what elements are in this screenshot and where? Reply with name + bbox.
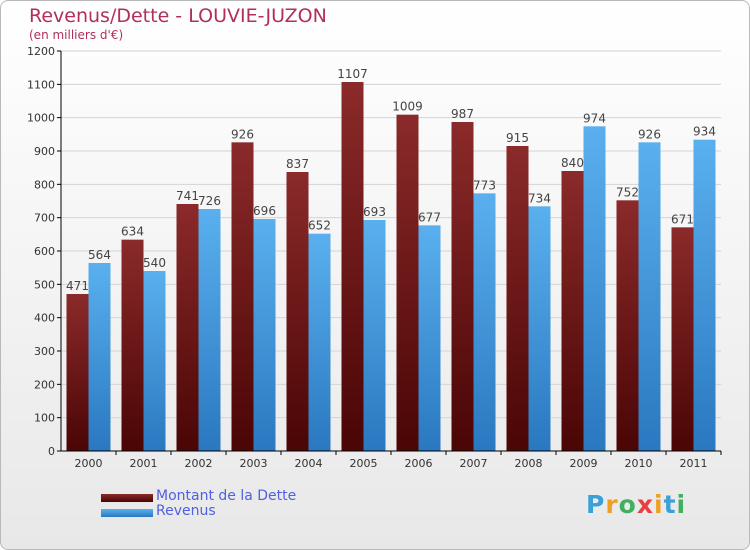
x-tick-label: 2005 <box>350 457 378 470</box>
bar-revenus <box>528 206 551 451</box>
data-label: 471 <box>66 279 89 293</box>
bar-dette <box>451 122 474 451</box>
logo-letter: t <box>663 490 677 519</box>
data-label: 926 <box>638 127 661 141</box>
logo-letter: P <box>586 490 606 519</box>
y-tick-label: 200 <box>34 378 55 391</box>
x-tick-label: 2009 <box>570 457 598 470</box>
legend-label-dette: Montant de la Dette <box>156 488 297 504</box>
logo-letter: x <box>636 490 654 519</box>
data-label: 752 <box>616 185 639 199</box>
bar-revenus <box>473 193 496 452</box>
x-tick-label: 2011 <box>680 457 708 470</box>
bar-revenus <box>418 225 441 451</box>
y-tick-label: 400 <box>34 312 55 325</box>
bar-revenus <box>583 126 606 451</box>
y-tick-label: 1100 <box>27 78 55 91</box>
bar-revenus <box>253 219 276 451</box>
x-tick-label: 2003 <box>240 457 268 470</box>
bar-dette <box>396 114 419 452</box>
legend-label-revenus: Revenus <box>156 503 216 519</box>
proxiti-logo: Proxiti <box>586 490 686 519</box>
data-label: 837 <box>286 157 309 171</box>
logo-letter: i <box>676 490 687 519</box>
data-label: 634 <box>121 225 144 239</box>
y-tick-label: 500 <box>34 278 55 291</box>
x-tick-label: 2006 <box>405 457 433 470</box>
bar-revenus <box>308 233 331 451</box>
bar-dette <box>561 171 584 451</box>
data-label: 652 <box>308 219 331 233</box>
bar-dette <box>121 239 144 451</box>
bar-dette <box>616 200 639 451</box>
data-label: 564 <box>88 248 111 262</box>
y-tick-label: 600 <box>34 245 55 258</box>
bar-revenus <box>693 139 716 451</box>
y-tick-label: 300 <box>34 345 55 358</box>
bar-dette <box>341 82 364 451</box>
data-label: 773 <box>473 178 496 192</box>
x-tick-label: 2000 <box>75 457 103 470</box>
x-tick-label: 2001 <box>130 457 158 470</box>
data-label: 671 <box>671 212 694 226</box>
data-label: 741 <box>176 189 199 203</box>
data-label: 734 <box>528 191 551 205</box>
x-tick-label: 2008 <box>515 457 543 470</box>
bar-dette <box>671 227 694 451</box>
chart-subtitle: (en milliers d'€) <box>29 28 124 42</box>
logo-letter: i <box>654 490 664 519</box>
bar-revenus <box>88 263 111 451</box>
y-tick-label: 700 <box>34 212 55 225</box>
bar-dette <box>66 294 89 451</box>
y-tick-label: 900 <box>34 145 55 158</box>
x-tick-label: 2010 <box>625 457 653 470</box>
data-label: 974 <box>583 111 606 125</box>
bar-revenus <box>143 271 166 451</box>
y-tick-label: 800 <box>34 178 55 191</box>
chart-title: Revenus/Dette - LOUVIE-JUZON <box>29 5 327 27</box>
legend-swatch-revenus <box>101 509 153 517</box>
data-label: 840 <box>561 156 584 170</box>
data-label: 1107 <box>337 67 368 81</box>
data-label: 915 <box>506 131 529 145</box>
bar-dette <box>506 146 529 451</box>
bar-revenus <box>363 220 386 451</box>
data-label: 693 <box>363 205 386 219</box>
legend-swatch-dette <box>101 494 153 502</box>
data-label: 540 <box>143 256 166 270</box>
y-tick-label: 100 <box>34 412 55 425</box>
data-label: 1009 <box>392 100 423 114</box>
y-tick-label: 0 <box>48 445 55 458</box>
data-label: 677 <box>418 210 441 224</box>
bar-dette <box>231 142 254 452</box>
axis-layer: 0 100 200 300 400 500 600 700 800 900 1000 1100 1200… <box>27 45 722 470</box>
data-label: 926 <box>231 127 254 141</box>
data-label: 726 <box>198 194 221 208</box>
bar-revenus <box>198 209 221 451</box>
data-label: 934 <box>693 125 716 139</box>
logo-letter: o <box>618 490 637 519</box>
bar-revenus <box>638 142 661 452</box>
data-label: 987 <box>451 107 474 121</box>
bar-dette <box>286 172 309 451</box>
bar-layer: 471 564 634 540 741 726 926 696 837 652 1107 693 100… <box>66 67 716 452</box>
x-tick-label: 2004 <box>295 457 323 470</box>
logo-letter: r <box>605 490 619 519</box>
bar-dette <box>176 204 199 451</box>
x-tick-label: 2007 <box>460 457 488 470</box>
y-tick-label: 1200 <box>27 45 55 58</box>
y-tick-label: 1000 <box>27 112 55 125</box>
data-label: 696 <box>253 204 276 218</box>
grid-layer <box>61 50 721 452</box>
x-tick-label: 2002 <box>185 457 213 470</box>
